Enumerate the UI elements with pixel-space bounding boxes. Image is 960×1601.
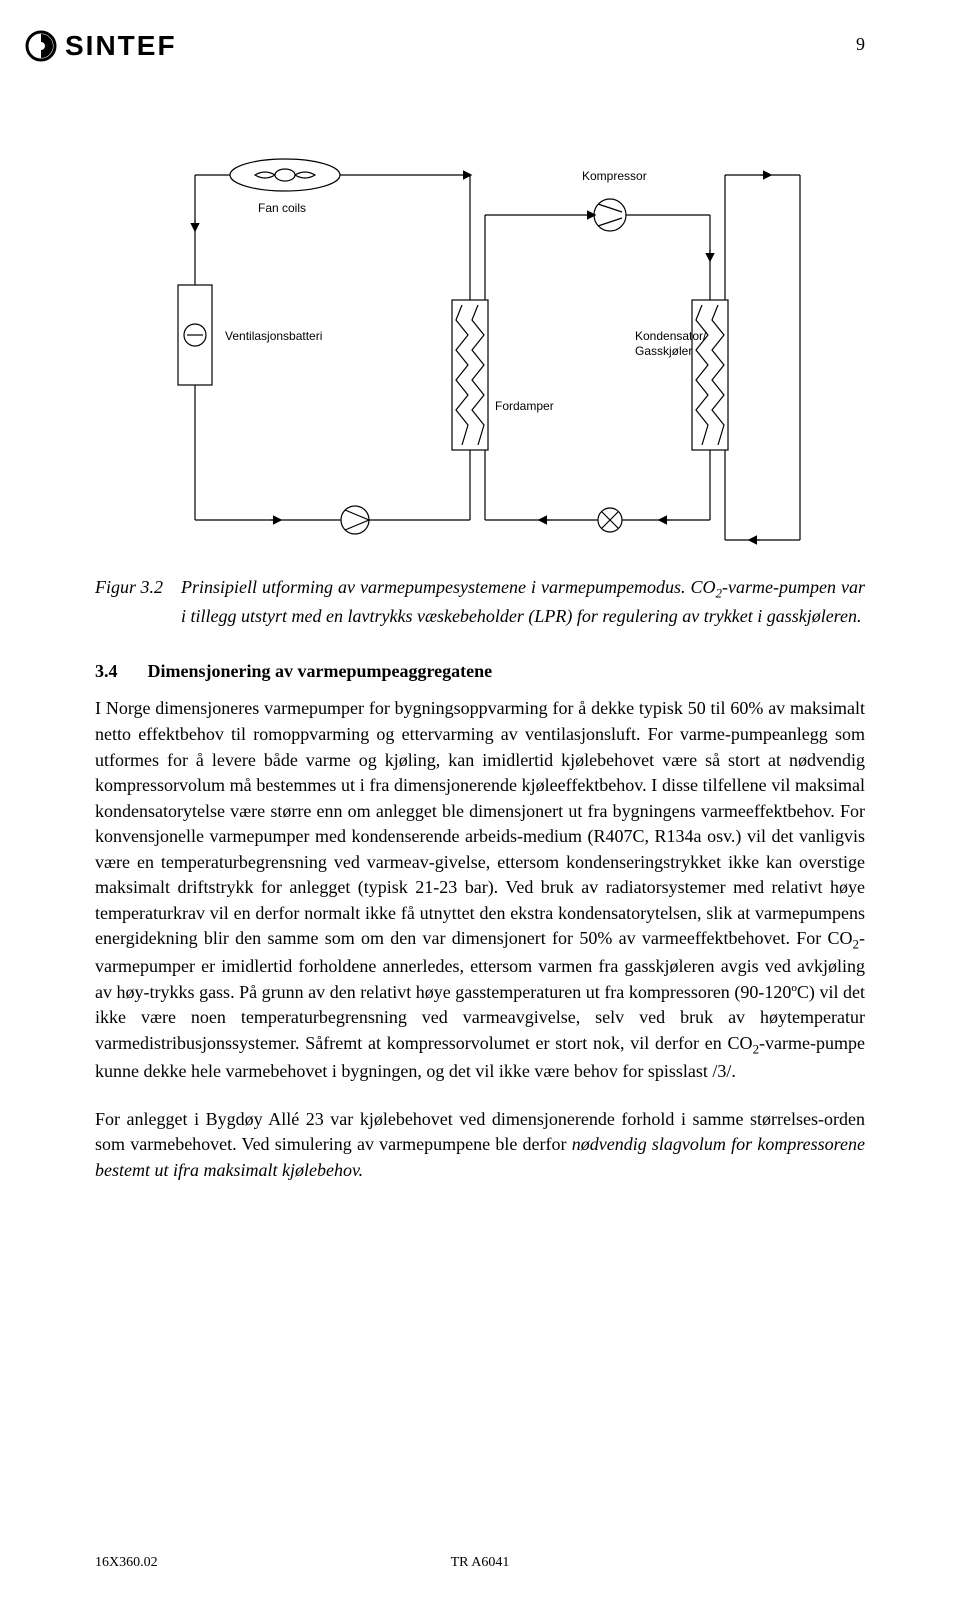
section-heading: 3.4 Dimensjonering av varmepumpeaggregat…: [95, 661, 865, 682]
body-paragraph-2: For anlegget i Bygdøy Allé 23 var kjøleb…: [95, 1107, 865, 1184]
diagram-label-fordamper: Fordamper: [495, 399, 554, 413]
figure-caption-label: Figur 3.2: [95, 574, 163, 629]
figure-caption-text: Prinsipiell utforming av varmepumpesyste…: [181, 574, 865, 629]
footer-right: TR A6041: [451, 1555, 510, 1571]
heat-pump-diagram: Fan coils Ventilasjonsbatteri: [95, 120, 865, 550]
diagram-label-ventbatteri: Ventilasjonsbatteri: [225, 329, 322, 343]
diagram-label-kompressor: Kompressor: [582, 169, 647, 183]
logo-mark-icon: [25, 30, 57, 62]
footer-left: 16X360.02: [95, 1555, 158, 1571]
logo: SINTEF: [25, 30, 177, 62]
diagram-label-fancoils: Fan coils: [258, 201, 306, 215]
diagram-label-kondensator1: Kondensator/: [635, 329, 707, 343]
section-number: 3.4: [95, 661, 118, 682]
page-footer: 16X360.02 TR A6041: [95, 1555, 865, 1571]
body-paragraph-1: I Norge dimensjoneres varmepumper for by…: [95, 696, 865, 1084]
section-title: Dimensjonering av varmepumpeaggregatene: [148, 661, 493, 682]
figure-caption: Figur 3.2 Prinsipiell utforming av varme…: [95, 574, 865, 629]
logo-text: SINTEF: [65, 30, 177, 62]
page-number: 9: [856, 34, 865, 55]
diagram-label-kondensator2: Gasskjøler: [635, 344, 692, 358]
